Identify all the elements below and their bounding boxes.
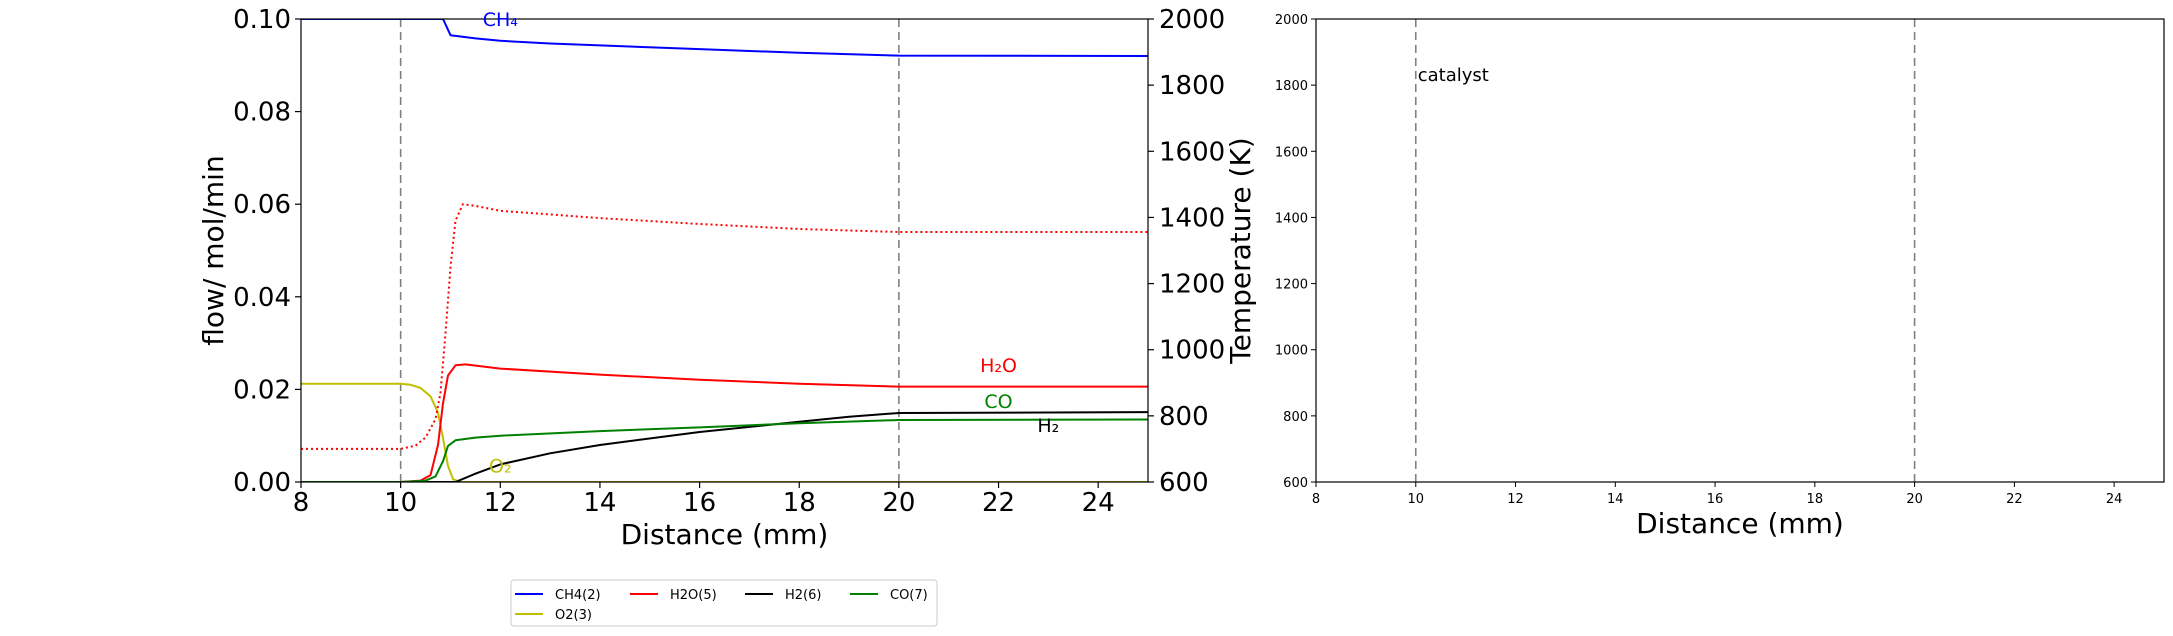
x-tick-label: 14 [583,488,616,518]
x-axis-label: Distance (mm) [1636,507,1844,540]
species-annotation: CO [984,391,1012,413]
y2-tick-label: 1200 [1159,270,1225,300]
y-tick-label: 1200 [1275,278,1308,293]
series-group [301,19,1148,482]
plot-frame [300,18,1149,483]
x-tick-label: 24 [1082,488,1115,518]
y-tick-label: 0.08 [233,98,291,128]
x-tick-label: 16 [1707,492,1724,507]
y2-tick-label: 1800 [1159,71,1225,101]
y-tick-label: 1000 [1275,344,1308,359]
x-tick-label: 16 [683,488,716,518]
legend: CH4(2) H2O(5) H2(6) CO(7) O2(3) [510,579,938,627]
x-tick-label: 14 [1607,492,1624,507]
y-tick-label: 800 [1283,410,1308,425]
y-tick-label: 0.00 [233,468,291,498]
x-tick-label: 20 [882,488,915,518]
legend-label: CO(7) [890,588,928,603]
legend-label: O2(3) [555,608,592,623]
legend-box [510,579,938,627]
catalyst-annotation: catalyst [1418,65,1489,86]
temperature-chart-panel: 8 10 12 14 16 18 20 22 24 600 800 1000 1200 1400 1600 1… [1275,13,2165,540]
y-tick-label: 1600 [1275,145,1308,160]
x-tick-label: 20 [1906,492,1923,507]
x-tick-label: 12 [1507,492,1524,507]
x-tick-label: 12 [484,488,517,518]
y-tick-label: 600 [1283,476,1308,491]
y-tick-label: 0.02 [233,375,291,405]
legend-label: CH4(2) [555,588,601,603]
x-tick-label: 18 [783,488,816,518]
x-tick-label: 8 [293,488,310,518]
y-tick-label: 1400 [1275,211,1308,226]
y-tick-label: 1800 [1275,79,1308,94]
y-tick-label: 2000 [1275,13,1308,28]
plot-frame [1315,18,2165,483]
x-tick-label: 22 [2006,492,2023,507]
species-annotation: CH₄ [483,9,519,31]
series-line-co [301,418,1148,482]
legend-label: H2(6) [785,588,821,603]
y2-tick-label: 1000 [1159,336,1225,366]
y-tick-label: 0.06 [233,190,291,220]
y-axis-label: flow/ mol/min [197,155,230,345]
legend-label: H2O(5) [670,588,717,603]
y-tick-label: 0.04 [233,283,291,313]
x-tick-label: 24 [2106,492,2123,507]
x-tick-label: 10 [1407,492,1424,507]
y2-tick-label: 800 [1159,402,1209,432]
series-line-h2 [301,411,1148,482]
x-tick-label: 8 [1312,492,1320,507]
series-line-h2o [301,363,1148,482]
x-tick-label: 22 [982,488,1015,518]
series-line-ch4 [301,19,1148,57]
x-tick-label: 10 [384,488,417,518]
species-annotation: H₂ [1037,415,1059,437]
x-axis-label: Distance (mm) [621,518,829,551]
y2-axis-label: Temperature (K) [1224,137,1257,364]
y2-tick-label: 2000 [1159,5,1225,35]
x-tick-label: 18 [1807,492,1824,507]
y-tick-label: 0.10 [233,5,291,35]
y2-tick-label: 1400 [1159,203,1225,233]
species-annotation: O₂ [489,456,512,478]
flow-chart-panel: 8 10 12 14 16 18 20 22 24 0.00 0.02 0.04 0.06 0.08 0.1… [197,5,1257,551]
y2-tick-label: 1600 [1159,137,1225,167]
series-line-o2 [301,382,1148,482]
y2-tick-label: 600 [1159,468,1209,498]
species-annotation: H₂O [980,355,1017,377]
